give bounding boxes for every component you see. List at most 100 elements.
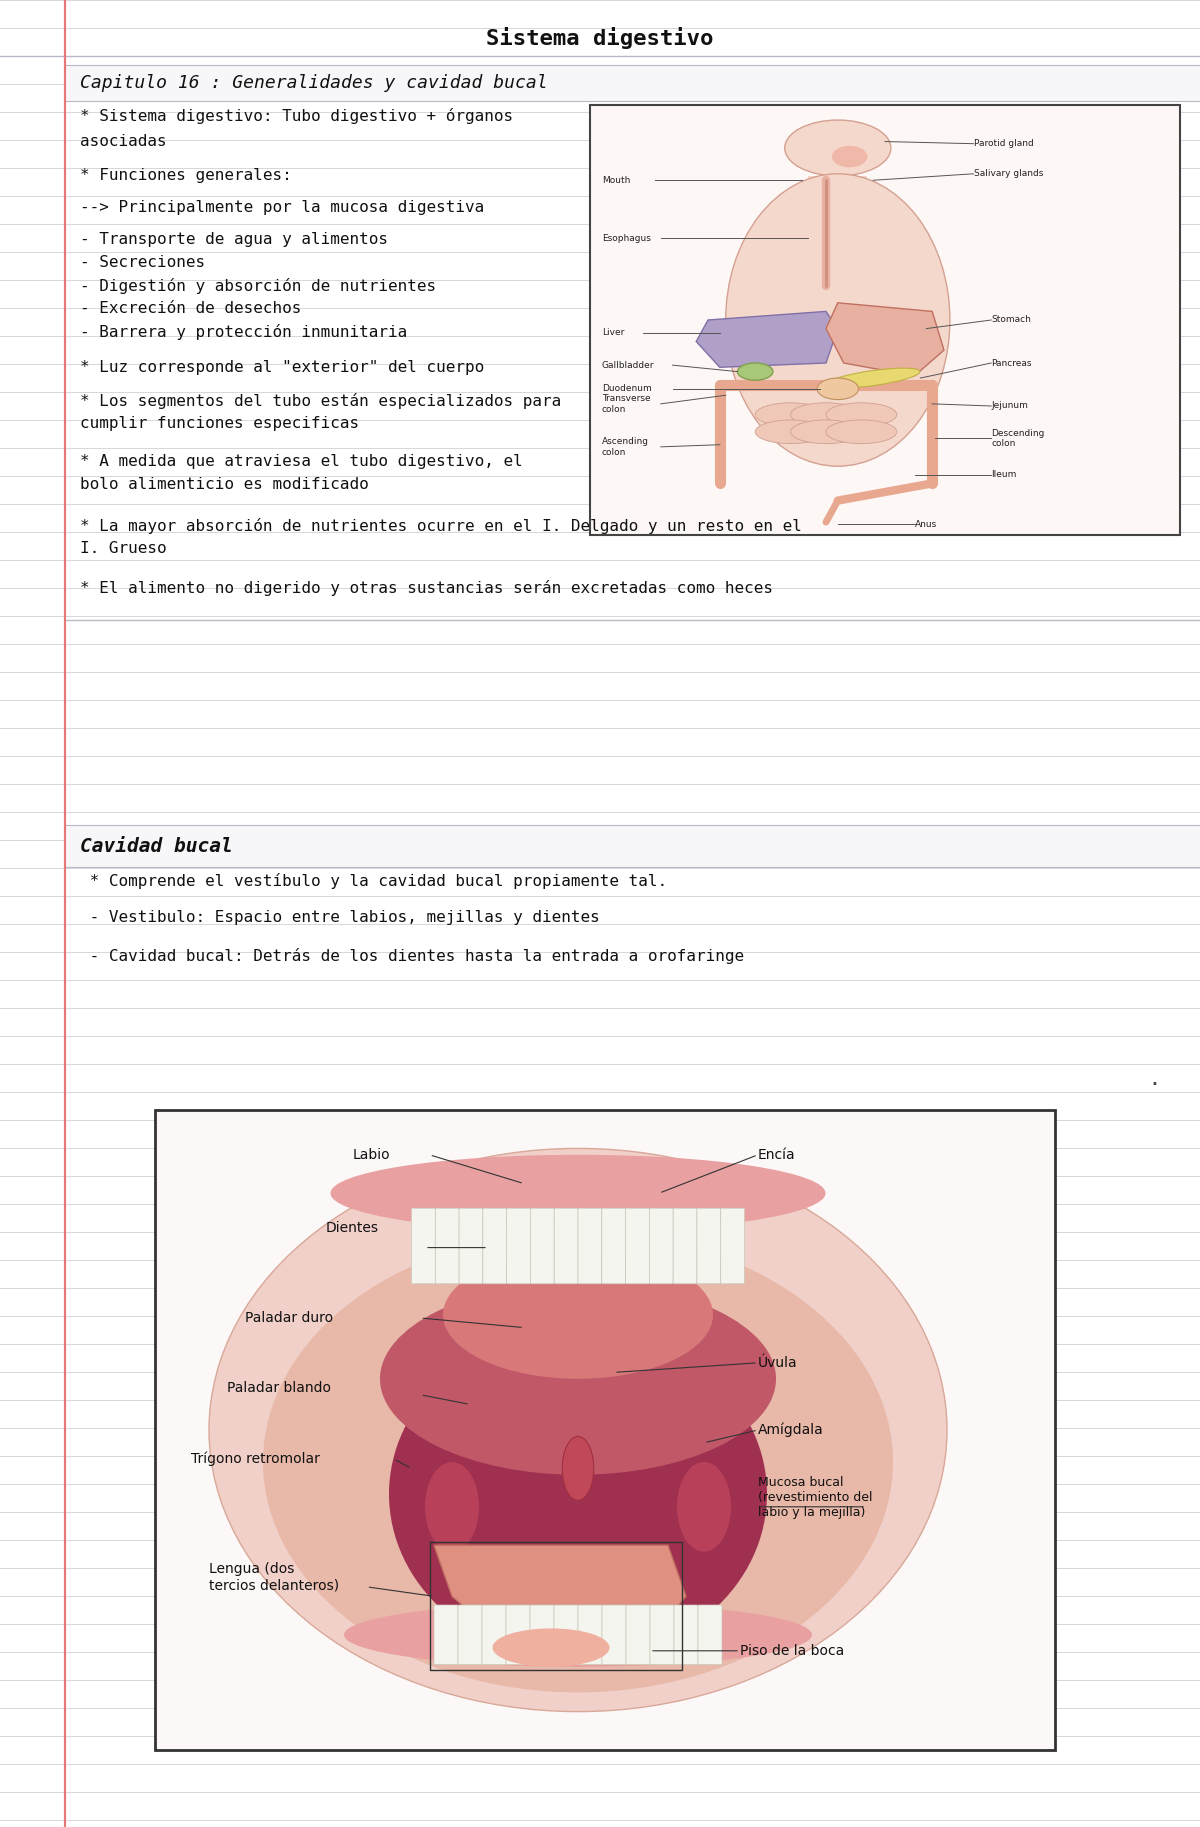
Text: * Funciones generales:: * Funciones generales:	[80, 168, 292, 183]
Text: Gallbladder: Gallbladder	[601, 360, 654, 369]
Text: - Secreciones: - Secreciones	[80, 256, 205, 270]
Ellipse shape	[389, 1328, 767, 1661]
Ellipse shape	[826, 402, 896, 426]
Text: Sistema digestivo: Sistema digestivo	[486, 27, 714, 49]
Ellipse shape	[263, 1231, 893, 1692]
Text: * Sistema digestivo: Tubo digestivo + órganos: * Sistema digestivo: Tubo digestivo + ór…	[80, 108, 514, 124]
FancyBboxPatch shape	[458, 1604, 482, 1664]
Ellipse shape	[791, 420, 862, 444]
Polygon shape	[826, 303, 944, 376]
Text: Ascending
colon: Ascending colon	[601, 437, 649, 457]
Text: * Los segmentos del tubo están especializados para: * Los segmentos del tubo están especiali…	[80, 393, 562, 409]
Ellipse shape	[755, 402, 826, 426]
Text: Labio: Labio	[353, 1147, 391, 1162]
Text: - Excreción de desechos: - Excreción de desechos	[80, 301, 301, 316]
FancyBboxPatch shape	[578, 1604, 602, 1664]
Text: Úvula: Úvula	[758, 1356, 798, 1370]
Polygon shape	[434, 1546, 686, 1657]
Text: Encía: Encía	[758, 1147, 796, 1162]
Text: * Comprende el vestíbulo y la cavidad bucal propiamente tal.: * Comprende el vestíbulo y la cavidad bu…	[80, 873, 667, 890]
FancyBboxPatch shape	[434, 1604, 458, 1664]
Bar	[809, 175, 868, 206]
Text: Ileum: Ileum	[991, 470, 1016, 479]
FancyBboxPatch shape	[530, 1208, 554, 1284]
Ellipse shape	[492, 1628, 610, 1666]
Text: Anus: Anus	[914, 519, 937, 528]
Text: Duodenum: Duodenum	[601, 384, 652, 393]
Ellipse shape	[791, 402, 862, 426]
FancyBboxPatch shape	[673, 1208, 697, 1284]
Text: Descending
colon: Descending colon	[991, 429, 1044, 448]
Ellipse shape	[344, 1602, 812, 1666]
Text: bolo alimenticio es modificado: bolo alimenticio es modificado	[80, 477, 368, 491]
Text: --> Principalmente por la mucosa digestiva: --> Principalmente por la mucosa digesti…	[80, 199, 485, 216]
Ellipse shape	[785, 121, 890, 175]
Text: Lengua (dos
tercios delanteros): Lengua (dos tercios delanteros)	[209, 1562, 340, 1593]
Bar	[155, 1111, 1055, 1750]
Text: Salivary glands: Salivary glands	[973, 170, 1043, 179]
Text: Paladar blando: Paladar blando	[227, 1381, 331, 1396]
Text: - Digestión y absorción de nutrientes: - Digestión y absorción de nutrientes	[80, 278, 436, 294]
FancyBboxPatch shape	[721, 1208, 744, 1284]
Text: Mouth: Mouth	[601, 175, 630, 185]
Ellipse shape	[677, 1462, 731, 1551]
FancyBboxPatch shape	[698, 1604, 722, 1664]
Text: * Luz corresponde al "exterior" del cuerpo: * Luz corresponde al "exterior" del cuer…	[80, 360, 485, 375]
FancyBboxPatch shape	[554, 1604, 578, 1664]
Text: cumplir funciones especificas: cumplir funciones especificas	[80, 417, 359, 431]
Ellipse shape	[738, 364, 773, 380]
Text: Liver: Liver	[601, 329, 624, 338]
Ellipse shape	[380, 1283, 776, 1474]
Ellipse shape	[425, 1462, 479, 1551]
FancyBboxPatch shape	[530, 1604, 554, 1664]
Text: .: .	[1150, 1065, 1158, 1091]
Ellipse shape	[209, 1149, 947, 1712]
Text: Pancreas: Pancreas	[991, 358, 1032, 367]
Text: I. Grueso: I. Grueso	[80, 541, 167, 555]
Ellipse shape	[832, 146, 868, 168]
FancyBboxPatch shape	[554, 1208, 578, 1284]
FancyBboxPatch shape	[578, 1208, 601, 1284]
Text: Paladar duro: Paladar duro	[245, 1312, 334, 1325]
Text: Piso de la boca: Piso de la boca	[740, 1644, 845, 1657]
FancyBboxPatch shape	[460, 1208, 482, 1284]
Bar	[65, 826, 1200, 868]
Bar	[65, 66, 1200, 100]
Text: Cavidad bucal: Cavidad bucal	[80, 837, 233, 855]
Text: Stomach: Stomach	[991, 316, 1031, 325]
FancyBboxPatch shape	[626, 1604, 650, 1664]
Ellipse shape	[563, 1436, 594, 1500]
Text: Amígdala: Amígdala	[758, 1423, 823, 1438]
Text: Capitulo 16 : Generalidades y cavidad bucal: Capitulo 16 : Generalidades y cavidad bu…	[80, 75, 547, 91]
FancyBboxPatch shape	[625, 1208, 649, 1284]
FancyBboxPatch shape	[602, 1604, 626, 1664]
Text: Parotid gland: Parotid gland	[973, 139, 1033, 148]
Text: * El alimento no digerido y otras sustancias serán excretadas como heces: * El alimento no digerido y otras sustan…	[80, 579, 773, 596]
Text: - Vestibulo: Espacio entre labios, mejillas y dientes: - Vestibulo: Espacio entre labios, mejil…	[80, 910, 600, 924]
Text: Transverse
colon: Transverse colon	[601, 395, 650, 413]
Bar	[590, 104, 1180, 535]
Text: Jejunum: Jejunum	[991, 402, 1028, 411]
Polygon shape	[696, 311, 838, 367]
FancyBboxPatch shape	[649, 1208, 673, 1284]
FancyBboxPatch shape	[674, 1604, 698, 1664]
Ellipse shape	[817, 378, 858, 400]
Text: Esophagus: Esophagus	[601, 234, 650, 243]
FancyBboxPatch shape	[697, 1208, 721, 1284]
Text: Dientes: Dientes	[326, 1222, 379, 1235]
Text: - Transporte de agua y alimentos: - Transporte de agua y alimentos	[80, 232, 388, 247]
Text: asociadas: asociadas	[80, 133, 167, 150]
FancyBboxPatch shape	[506, 1604, 530, 1664]
FancyBboxPatch shape	[482, 1208, 506, 1284]
FancyBboxPatch shape	[650, 1604, 674, 1664]
Ellipse shape	[755, 420, 826, 444]
FancyBboxPatch shape	[482, 1604, 506, 1664]
Text: * A medida que atraviesa el tubo digestivo, el: * A medida que atraviesa el tubo digesti…	[80, 453, 523, 470]
Text: Trígono retromolar: Trígono retromolar	[191, 1451, 320, 1465]
Ellipse shape	[330, 1155, 826, 1231]
Ellipse shape	[443, 1251, 713, 1379]
Ellipse shape	[826, 420, 896, 444]
Text: * La mayor absorción de nutrientes ocurre en el I. Delgado y un resto en el: * La mayor absorción de nutrientes ocurr…	[80, 519, 802, 533]
Text: Mucosa bucal
(revestimiento del
labio y la mejilla): Mucosa bucal (revestimiento del labio y …	[758, 1476, 872, 1518]
Ellipse shape	[827, 367, 920, 387]
